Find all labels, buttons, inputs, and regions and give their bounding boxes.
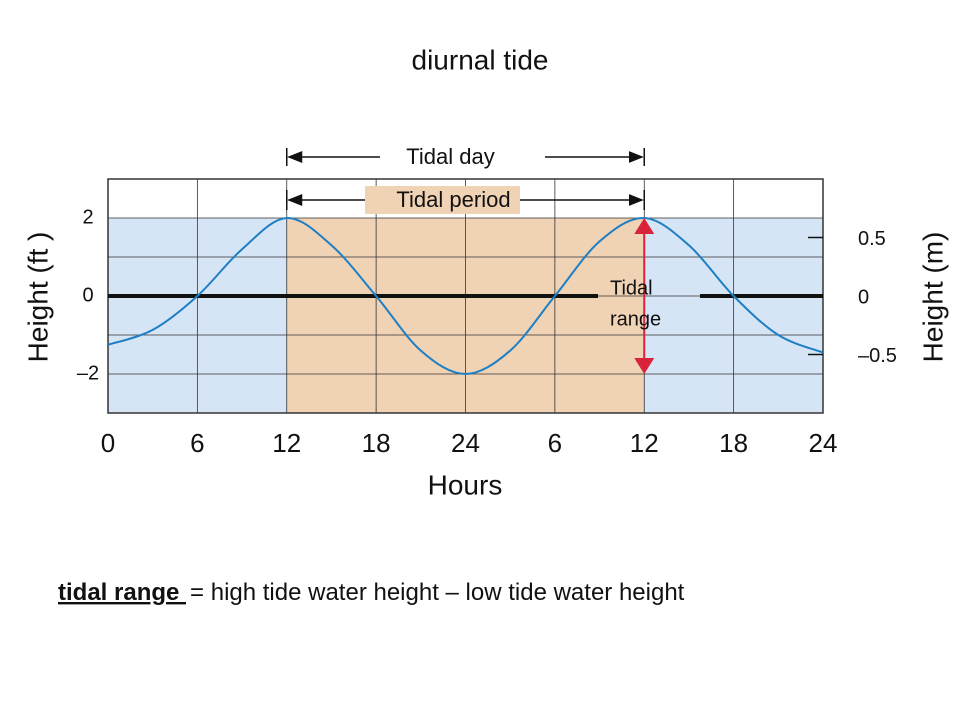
y-tick-label: 0 bbox=[82, 284, 93, 306]
y-axis-title: Height (ft ) bbox=[22, 232, 53, 363]
annotation: Tidal day bbox=[406, 144, 494, 169]
x-tick-label: 24 bbox=[451, 428, 480, 458]
label-bg bbox=[365, 186, 520, 214]
y-tick-label: –2 bbox=[77, 362, 99, 384]
annotation: Tidal bbox=[610, 277, 653, 299]
x-tick-label: 12 bbox=[272, 428, 301, 458]
x-tick-label: 12 bbox=[630, 428, 659, 458]
x-tick-label: 0 bbox=[101, 428, 115, 458]
y2-tick-label: –0.5 bbox=[858, 345, 897, 367]
annotation: range bbox=[610, 308, 661, 330]
x-tick-label: 6 bbox=[548, 428, 562, 458]
y2-axis-title: Height (m) bbox=[917, 232, 948, 363]
y2-tick-label: 0 bbox=[858, 286, 869, 308]
chart-title: diurnal tide bbox=[412, 44, 549, 75]
annotation: Tidal period bbox=[396, 187, 510, 212]
x-axis-title: Hours bbox=[428, 469, 503, 500]
x-tick-label: 18 bbox=[362, 428, 391, 458]
x-tick-label: 24 bbox=[809, 428, 838, 458]
footer-term: tidal range bbox=[58, 579, 186, 606]
tide-curve bbox=[107, 216, 824, 376]
x-tick-label: 6 bbox=[190, 428, 204, 458]
footer: tidal range = high tide water height – l… bbox=[58, 579, 685, 606]
footer-definition: = high tide water height – low tide wate… bbox=[190, 579, 685, 606]
y-tick-label: 2 bbox=[82, 206, 93, 228]
x-tick-label: 18 bbox=[719, 428, 748, 458]
y2-tick-label: 0.5 bbox=[858, 228, 886, 250]
